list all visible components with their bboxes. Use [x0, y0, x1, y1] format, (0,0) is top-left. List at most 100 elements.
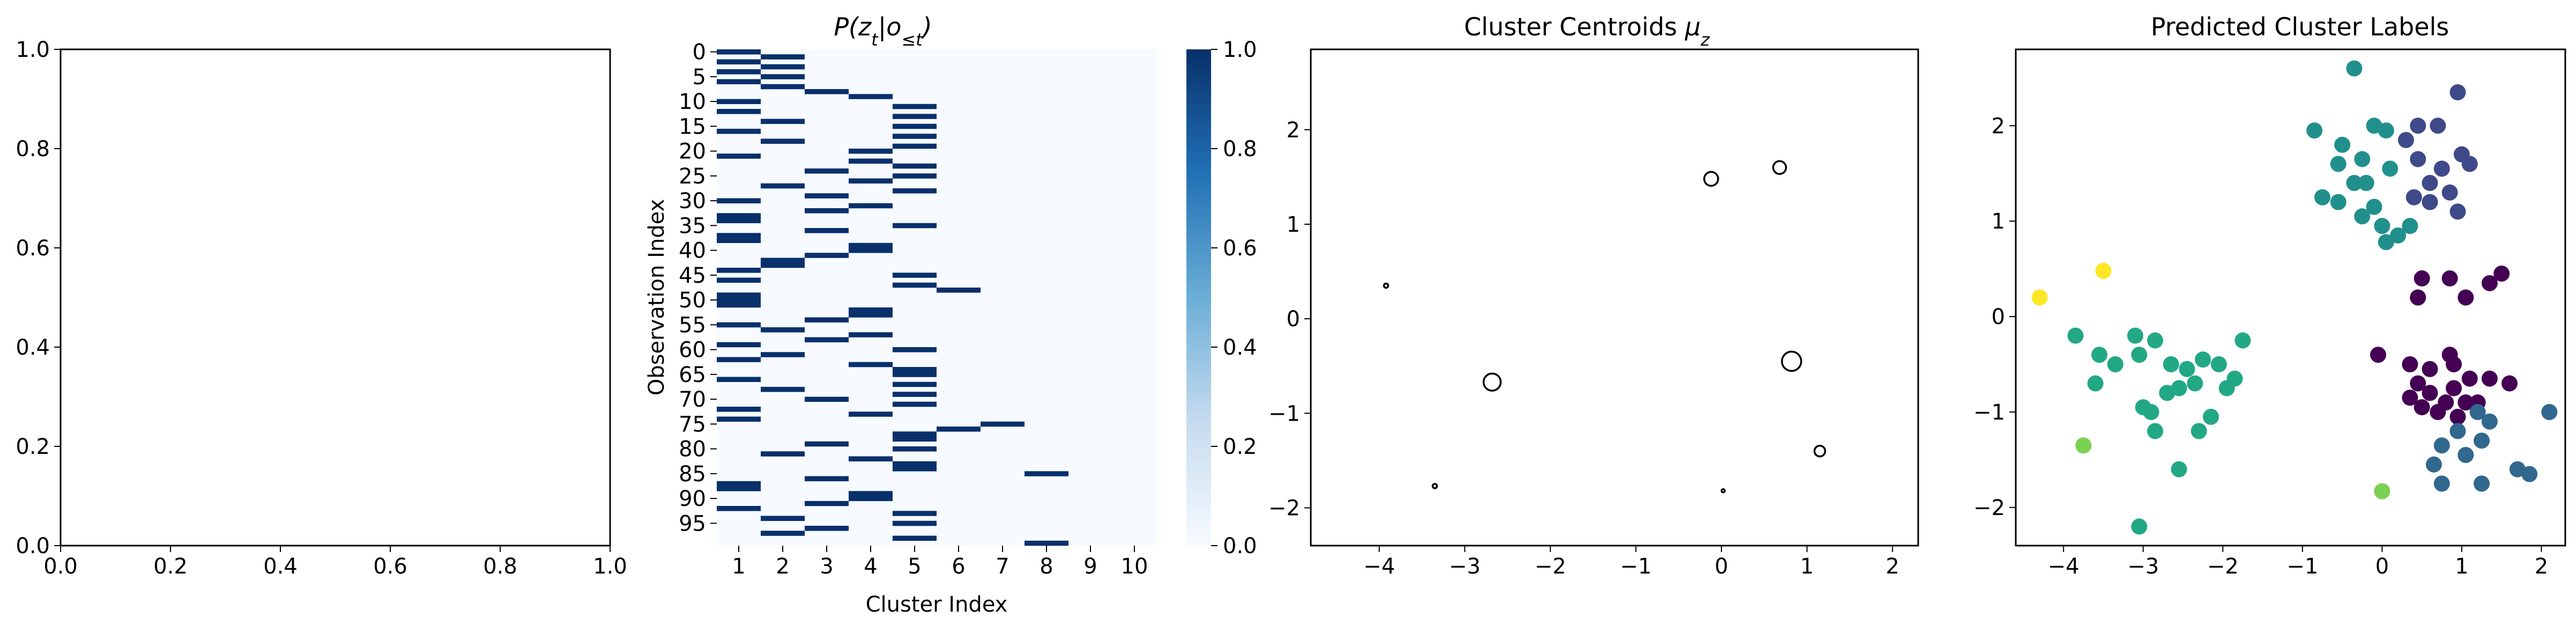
x-tick-label: −1 [1620, 554, 1652, 579]
labeled-point [2458, 289, 2474, 306]
heatmap-cell [1025, 471, 1068, 476]
heatmap-cell [761, 183, 805, 189]
labeled-point [2410, 151, 2426, 167]
x-tick-label: 1.0 [593, 554, 627, 579]
x-tick-label: 3 [820, 554, 833, 579]
heatmap-cell [717, 481, 761, 487]
heatmap-cell [805, 337, 849, 343]
heatmap-cell [717, 342, 761, 348]
labeled-point [2433, 437, 2450, 454]
colorbar-tick-label: 0.6 [1223, 236, 1257, 261]
heatmap-cell [849, 203, 893, 209]
heatmap-cell [893, 392, 937, 397]
labeled-point [2446, 380, 2462, 396]
heatmap-cell [849, 242, 893, 248]
heatmap-cell [717, 302, 761, 308]
labeled-point [2354, 151, 2371, 167]
y-tick-label: 1.0 [16, 38, 50, 62]
heatmap-cell [717, 506, 761, 511]
heatmap-cell [805, 441, 849, 447]
labeled-point [2131, 518, 2148, 535]
colorbar: 0.0 0.2 0.4 0.6 0.8 1.0 [1186, 38, 1257, 558]
y-tick-label: 2 [1992, 114, 2005, 138]
heatmap-cell [717, 213, 761, 218]
heatmap-cell [761, 327, 805, 333]
labeled-point [2410, 117, 2426, 134]
y-tick-label: 35 [679, 214, 706, 238]
labeled-point [2147, 423, 2163, 439]
centroid-marker [1431, 483, 1438, 489]
heatmap-cell [849, 362, 893, 368]
labeled-point [2147, 332, 2163, 349]
heatmap-cell [849, 456, 893, 462]
heatmap-cell [717, 218, 761, 224]
heatmap-cell [805, 396, 849, 402]
x-tick-label: 7 [996, 554, 1009, 579]
labeled-point [2449, 408, 2466, 425]
x-tick-label: 0 [2375, 554, 2389, 579]
heatmap-cell [761, 516, 805, 521]
centroid-marker [1720, 488, 1726, 494]
labeled-point [2422, 361, 2438, 377]
heatmap-cell [717, 416, 761, 422]
x-tick-label: −2 [1534, 554, 1566, 579]
x-tick-label: −3 [1449, 554, 1481, 579]
heatmap-cell [761, 451, 805, 457]
y-tick-label: 95 [679, 511, 706, 536]
x-tick-label: 6 [952, 554, 965, 579]
y-tick-label: −2 [1268, 496, 1300, 521]
labeled-point [2458, 394, 2474, 411]
y-tick-label: 90 [679, 487, 706, 511]
labeled-point [2374, 483, 2391, 499]
labeled-point [2163, 356, 2179, 373]
heatmap-cell [761, 387, 805, 392]
x-tick-label: 5 [908, 554, 921, 579]
heatmap-cell [717, 79, 761, 85]
y-tick-label: 25 [679, 164, 706, 189]
heatmap-cell [893, 163, 937, 169]
heatmap-cell [937, 288, 981, 293]
labeled-point [2441, 184, 2458, 201]
labeled-point [2422, 194, 2438, 210]
heatmap-cell [761, 84, 805, 90]
colorbar-tick-label: 0.0 [1223, 534, 1257, 558]
labeled-point [2370, 347, 2386, 363]
heatmap-cell [893, 461, 937, 467]
heatmap-cell [893, 535, 937, 541]
heatmap-cell [717, 407, 761, 412]
y-tick-label: 0.0 [16, 534, 50, 558]
x-tick-label: 0 [1714, 554, 1728, 579]
labeled-point [2210, 356, 2227, 373]
labeled-point [2143, 403, 2159, 420]
labeled-point [2191, 423, 2207, 439]
labeled-point [2346, 175, 2363, 192]
x-tick-label: −4 [2048, 554, 2080, 579]
empty-axes-frame [60, 48, 611, 547]
heatmap-cell [717, 233, 761, 238]
heatmap-cell [937, 427, 981, 432]
heatmap-cell [805, 253, 849, 258]
heatmap-cell [849, 312, 893, 318]
labels-axes-frame [2015, 48, 2566, 547]
labeled-point [2461, 156, 2478, 172]
y-tick-label: 40 [679, 239, 706, 263]
labeled-point [2422, 385, 2438, 401]
labeled-point [2402, 218, 2418, 234]
heatmap-cell [805, 193, 849, 199]
heatmap-cell [893, 436, 937, 442]
labeled-point [2087, 375, 2104, 392]
heatmap-cell [717, 277, 761, 283]
colorbar-tick-label: 1.0 [1223, 38, 1257, 62]
y-tick-label: 1 [1287, 212, 1300, 237]
heatmap-cell [805, 476, 849, 482]
heatmap-cell [849, 496, 893, 502]
x-tick-label: 2 [2535, 554, 2548, 579]
heatmap-cell [1025, 540, 1068, 546]
y-tick-label: 0.8 [16, 137, 50, 161]
labeled-point [2195, 351, 2211, 368]
heatmap-cell [805, 526, 849, 531]
x-tick-label: 0.4 [263, 554, 298, 579]
heatmap-cell [761, 54, 805, 60]
labeled-point [2406, 189, 2422, 205]
